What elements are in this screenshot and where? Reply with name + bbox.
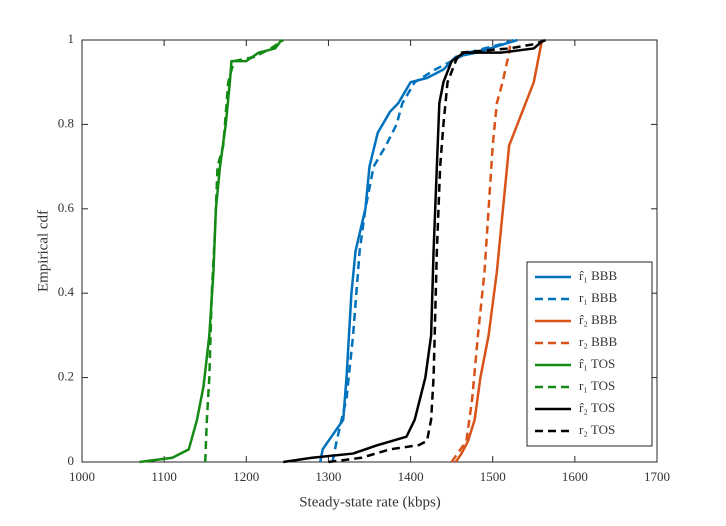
x-axis-label: Steady-state rate (kbps) (299, 494, 441, 510)
x-tick-label: 1000 (69, 469, 95, 484)
y-tick-label: 0 (68, 453, 75, 468)
x-tick-label: 1200 (233, 469, 259, 484)
y-tick-label: 0.2 (58, 369, 74, 384)
x-tick-label: 1400 (398, 469, 424, 484)
legend-label: r₁ BBB (579, 290, 617, 305)
cdf-line (450, 39, 513, 463)
legend-label: r₂ BBB (579, 334, 617, 349)
x-tick-label: 1500 (480, 469, 506, 484)
y-tick-label: 1 (68, 31, 75, 46)
x-tick-label: 1600 (562, 469, 588, 484)
x-tick-label: 1700 (644, 469, 670, 484)
x-tick-label: 1300 (315, 469, 341, 484)
cdf-line (203, 38, 284, 463)
legend-label: r̂₂ BBB (579, 312, 618, 327)
legend-label: r̂₂ TOS (579, 400, 615, 415)
legend-label: r̂₁ TOS (579, 356, 615, 371)
legend: r̂₁ BBB r₁ BBB r̂₂ BBB r₂ BBB r̂₁ TOS r₁ TOS r… (526, 261, 653, 447)
cdf-line (283, 39, 545, 464)
y-axis-label: Empirical cdf (35, 210, 51, 292)
y-tick-label: 0.6 (58, 200, 75, 215)
legend-label: r̂₁ BBB (579, 268, 618, 283)
legend-box (526, 261, 653, 447)
legend-label: r₂ TOS (579, 422, 615, 437)
cdf-line (454, 39, 544, 463)
y-tick-label: 0.4 (58, 284, 75, 299)
legend-label: r₁ TOS (579, 378, 615, 393)
x-tick-label: 1100 (151, 469, 177, 484)
y-tick-label: 0.8 (58, 115, 74, 130)
